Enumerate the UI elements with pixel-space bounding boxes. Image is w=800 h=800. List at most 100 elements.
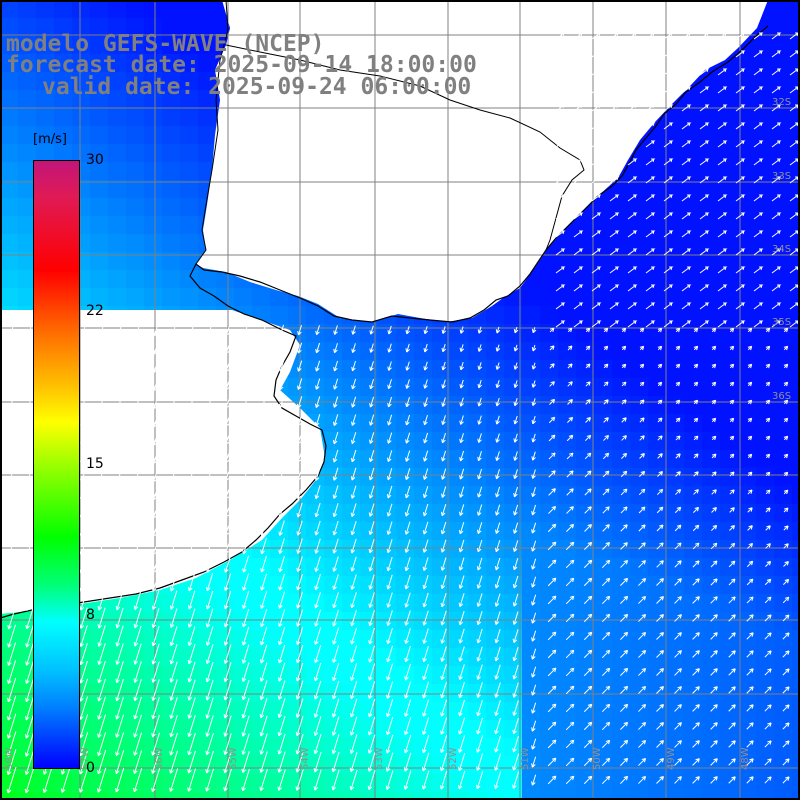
wind-arrow (80, 376, 87, 392)
wind-arrow (566, 452, 574, 460)
field-cell (504, 756, 523, 775)
field-cell (162, 774, 181, 793)
field-cell (270, 756, 289, 775)
wind-arrow (692, 650, 700, 658)
field-cell (432, 342, 451, 361)
wind-arrow (386, 468, 393, 481)
field-cell (396, 342, 415, 361)
wind-arrow (735, 104, 746, 112)
wind-arrow (403, 734, 412, 754)
field-cell (648, 126, 667, 145)
wind-arrow (169, 679, 178, 701)
wind-arrow (458, 735, 466, 753)
wind-arrow (170, 537, 178, 556)
field-cell (756, 216, 775, 235)
field-cell (126, 720, 145, 739)
wind-arrow (260, 360, 267, 373)
field-cell (270, 612, 289, 631)
wind-arrow (591, 176, 602, 184)
wind-arrow (314, 591, 321, 609)
field-cell (648, 234, 667, 253)
wind-arrow (476, 664, 483, 680)
wind-arrow (259, 644, 268, 664)
field-cell (378, 378, 397, 397)
wind-arrow (583, 703, 593, 713)
wind-arrow (458, 646, 465, 662)
field-cell (180, 126, 199, 145)
wind-arrow (693, 417, 699, 423)
wind-arrow (26, 358, 33, 375)
field-cell (792, 594, 800, 613)
field-cell (432, 684, 451, 703)
wind-arrow (205, 626, 214, 646)
field-cell (180, 162, 199, 181)
wind-arrow (753, 194, 764, 202)
field-cell (18, 612, 37, 631)
wind-arrow (169, 714, 178, 738)
wind-arrow (423, 326, 429, 335)
wind-arrow (98, 376, 105, 392)
wind-arrow (8, 357, 15, 375)
field-cell (90, 234, 109, 253)
wind-arrow (591, 158, 602, 166)
field-cell (702, 252, 721, 271)
field-cell (702, 288, 721, 307)
field-cell (270, 666, 289, 685)
wind-arrow (476, 628, 483, 644)
wind-arrow (386, 663, 394, 681)
field-cell (288, 612, 307, 631)
field-cell (414, 612, 433, 631)
wind-arrow (764, 596, 772, 604)
wind-arrow (422, 663, 429, 681)
field-cell (288, 306, 307, 325)
field-cell (594, 342, 613, 361)
field-cell (90, 252, 109, 271)
wind-arrow (6, 749, 17, 776)
field-cell (108, 648, 127, 667)
field-cell (198, 54, 217, 73)
wind-arrow (259, 662, 268, 682)
wind-arrow (170, 394, 177, 410)
wind-arrow (80, 323, 87, 338)
wind-arrow (332, 485, 339, 499)
field-cell (90, 684, 109, 703)
field-cell (0, 252, 19, 271)
wind-arrow (242, 555, 250, 573)
wind-arrow (693, 399, 699, 405)
field-cell (0, 144, 19, 163)
field-cell (108, 288, 127, 307)
field-cell (738, 540, 757, 559)
wind-arrow (747, 327, 753, 333)
field-cell (396, 648, 415, 667)
field-cell (414, 648, 433, 667)
wind-arrow (494, 664, 501, 680)
wind-arrow (98, 412, 105, 429)
wind-arrow (548, 470, 556, 478)
wind-arrow (547, 559, 557, 569)
field-cell (432, 738, 451, 757)
wind-arrow (187, 715, 196, 738)
field-cell (18, 738, 37, 757)
field-cell (252, 540, 271, 559)
field-cell (396, 684, 415, 703)
wind-arrow (699, 50, 710, 58)
wind-arrow (547, 595, 557, 605)
wind-arrow (242, 360, 249, 373)
wind-arrow (223, 715, 232, 737)
field-cell (342, 324, 361, 343)
wind-arrow (656, 560, 664, 568)
wind-arrow (638, 721, 647, 730)
field-cell (144, 792, 163, 800)
field-cell (738, 162, 757, 181)
wind-arrow (441, 344, 447, 353)
wind-arrow (224, 573, 232, 591)
wind-arrow (332, 574, 339, 591)
field-cell (792, 306, 800, 325)
wind-arrow (573, 212, 584, 220)
wind-arrow (404, 592, 411, 608)
field-cell (738, 522, 757, 541)
field-cell (576, 270, 595, 289)
field-cell (396, 666, 415, 685)
field-cell (18, 270, 37, 289)
wind-arrow (583, 775, 593, 785)
